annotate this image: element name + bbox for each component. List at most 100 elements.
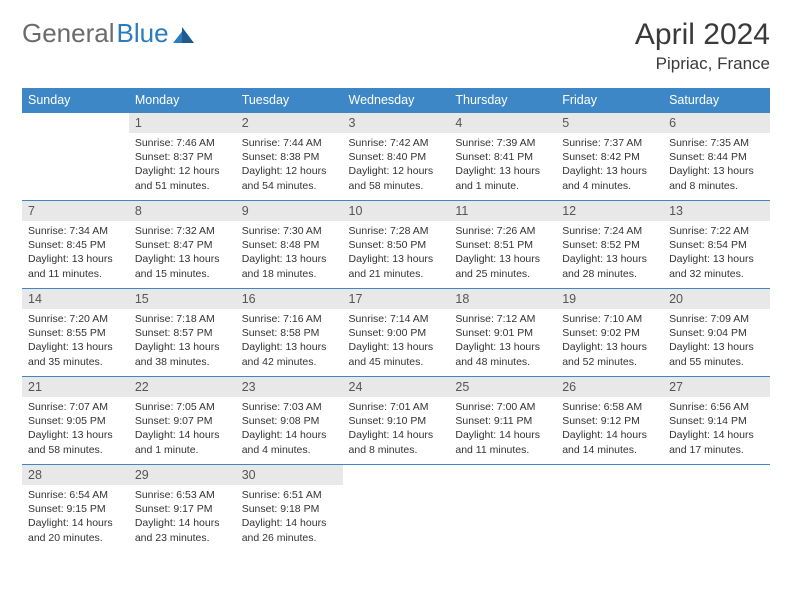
day-number: 15 — [129, 289, 236, 309]
day-number: 30 — [236, 465, 343, 485]
page-title: April 2024 — [635, 18, 770, 52]
logo-text-1: General — [22, 18, 115, 49]
day-details: Sunrise: 7:10 AMSunset: 9:02 PMDaylight:… — [556, 309, 663, 372]
day-number: 19 — [556, 289, 663, 309]
day-number: 11 — [449, 201, 556, 221]
calendar-cell: 8Sunrise: 7:32 AMSunset: 8:47 PMDaylight… — [129, 201, 236, 289]
calendar-cell: 7Sunrise: 7:34 AMSunset: 8:45 PMDaylight… — [22, 201, 129, 289]
calendar-cell: 18Sunrise: 7:12 AMSunset: 9:01 PMDayligh… — [449, 289, 556, 377]
calendar-cell: 3Sunrise: 7:42 AMSunset: 8:40 PMDaylight… — [343, 113, 450, 201]
day-number: 28 — [22, 465, 129, 485]
day-number: 14 — [22, 289, 129, 309]
day-details: Sunrise: 6:53 AMSunset: 9:17 PMDaylight:… — [129, 485, 236, 548]
day-details: Sunrise: 7:12 AMSunset: 9:01 PMDaylight:… — [449, 309, 556, 372]
day-details: Sunrise: 7:09 AMSunset: 9:04 PMDaylight:… — [663, 309, 770, 372]
day-details: Sunrise: 7:00 AMSunset: 9:11 PMDaylight:… — [449, 397, 556, 460]
weekday-header: Monday — [129, 88, 236, 113]
day-number: 24 — [343, 377, 450, 397]
day-number: 2 — [236, 113, 343, 133]
day-number: 6 — [663, 113, 770, 133]
day-number: 29 — [129, 465, 236, 485]
day-number: 5 — [556, 113, 663, 133]
day-details: Sunrise: 7:34 AMSunset: 8:45 PMDaylight:… — [22, 221, 129, 284]
day-number: 23 — [236, 377, 343, 397]
calendar-cell: 9Sunrise: 7:30 AMSunset: 8:48 PMDaylight… — [236, 201, 343, 289]
calendar-cell: 27Sunrise: 6:56 AMSunset: 9:14 PMDayligh… — [663, 377, 770, 465]
calendar-cell: . — [22, 113, 129, 201]
day-number: 16 — [236, 289, 343, 309]
day-details: Sunrise: 7:14 AMSunset: 9:00 PMDaylight:… — [343, 309, 450, 372]
calendar-cell: 6Sunrise: 7:35 AMSunset: 8:44 PMDaylight… — [663, 113, 770, 201]
day-number: 13 — [663, 201, 770, 221]
calendar-cell: . — [556, 465, 663, 553]
calendar-cell: . — [343, 465, 450, 553]
day-details: Sunrise: 6:56 AMSunset: 9:14 PMDaylight:… — [663, 397, 770, 460]
calendar-cell: 13Sunrise: 7:22 AMSunset: 8:54 PMDayligh… — [663, 201, 770, 289]
weekday-header: Tuesday — [236, 88, 343, 113]
calendar-table: SundayMondayTuesdayWednesdayThursdayFrid… — [22, 88, 770, 553]
calendar-cell: 30Sunrise: 6:51 AMSunset: 9:18 PMDayligh… — [236, 465, 343, 553]
calendar-cell: 4Sunrise: 7:39 AMSunset: 8:41 PMDaylight… — [449, 113, 556, 201]
day-details: Sunrise: 7:39 AMSunset: 8:41 PMDaylight:… — [449, 133, 556, 196]
day-number: 10 — [343, 201, 450, 221]
calendar-cell: 2Sunrise: 7:44 AMSunset: 8:38 PMDaylight… — [236, 113, 343, 201]
day-number: 22 — [129, 377, 236, 397]
calendar-cell: 5Sunrise: 7:37 AMSunset: 8:42 PMDaylight… — [556, 113, 663, 201]
day-details: Sunrise: 7:44 AMSunset: 8:38 PMDaylight:… — [236, 133, 343, 196]
calendar-cell: 14Sunrise: 7:20 AMSunset: 8:55 PMDayligh… — [22, 289, 129, 377]
location: Pipriac, France — [635, 54, 770, 74]
calendar-cell: 11Sunrise: 7:26 AMSunset: 8:51 PMDayligh… — [449, 201, 556, 289]
day-number: 4 — [449, 113, 556, 133]
day-details: Sunrise: 7:24 AMSunset: 8:52 PMDaylight:… — [556, 221, 663, 284]
day-number: 3 — [343, 113, 450, 133]
day-details: Sunrise: 6:54 AMSunset: 9:15 PMDaylight:… — [22, 485, 129, 548]
day-number: 21 — [22, 377, 129, 397]
day-number: 8 — [129, 201, 236, 221]
day-details: Sunrise: 7:22 AMSunset: 8:54 PMDaylight:… — [663, 221, 770, 284]
day-details: Sunrise: 6:51 AMSunset: 9:18 PMDaylight:… — [236, 485, 343, 548]
day-details: Sunrise: 7:03 AMSunset: 9:08 PMDaylight:… — [236, 397, 343, 460]
calendar-cell: 10Sunrise: 7:28 AMSunset: 8:50 PMDayligh… — [343, 201, 450, 289]
calendar-cell: 24Sunrise: 7:01 AMSunset: 9:10 PMDayligh… — [343, 377, 450, 465]
day-details: Sunrise: 6:58 AMSunset: 9:12 PMDaylight:… — [556, 397, 663, 460]
day-details: Sunrise: 7:07 AMSunset: 9:05 PMDaylight:… — [22, 397, 129, 460]
weekday-header: Saturday — [663, 88, 770, 113]
day-number: 20 — [663, 289, 770, 309]
calendar-cell: 28Sunrise: 6:54 AMSunset: 9:15 PMDayligh… — [22, 465, 129, 553]
day-number: 1 — [129, 113, 236, 133]
calendar-cell: 12Sunrise: 7:24 AMSunset: 8:52 PMDayligh… — [556, 201, 663, 289]
day-details: Sunrise: 7:37 AMSunset: 8:42 PMDaylight:… — [556, 133, 663, 196]
calendar-cell: 16Sunrise: 7:16 AMSunset: 8:58 PMDayligh… — [236, 289, 343, 377]
day-details: Sunrise: 7:42 AMSunset: 8:40 PMDaylight:… — [343, 133, 450, 196]
calendar-cell: 1Sunrise: 7:46 AMSunset: 8:37 PMDaylight… — [129, 113, 236, 201]
day-details: Sunrise: 7:18 AMSunset: 8:57 PMDaylight:… — [129, 309, 236, 372]
calendar-cell: 19Sunrise: 7:10 AMSunset: 9:02 PMDayligh… — [556, 289, 663, 377]
calendar-cell: 22Sunrise: 7:05 AMSunset: 9:07 PMDayligh… — [129, 377, 236, 465]
day-details: Sunrise: 7:28 AMSunset: 8:50 PMDaylight:… — [343, 221, 450, 284]
day-number: 27 — [663, 377, 770, 397]
day-number: 12 — [556, 201, 663, 221]
calendar-cell: 21Sunrise: 7:07 AMSunset: 9:05 PMDayligh… — [22, 377, 129, 465]
logo-text-2: Blue — [117, 18, 169, 49]
day-details: Sunrise: 7:35 AMSunset: 8:44 PMDaylight:… — [663, 133, 770, 196]
weekday-header: Friday — [556, 88, 663, 113]
day-details: Sunrise: 7:01 AMSunset: 9:10 PMDaylight:… — [343, 397, 450, 460]
calendar-cell: 23Sunrise: 7:03 AMSunset: 9:08 PMDayligh… — [236, 377, 343, 465]
day-details: Sunrise: 7:26 AMSunset: 8:51 PMDaylight:… — [449, 221, 556, 284]
logo: GeneralBlue — [22, 18, 195, 49]
day-number: 17 — [343, 289, 450, 309]
weekday-header: Sunday — [22, 88, 129, 113]
day-number: 7 — [22, 201, 129, 221]
day-details: Sunrise: 7:20 AMSunset: 8:55 PMDaylight:… — [22, 309, 129, 372]
day-number: 26 — [556, 377, 663, 397]
calendar-cell: 17Sunrise: 7:14 AMSunset: 9:00 PMDayligh… — [343, 289, 450, 377]
day-details: Sunrise: 7:32 AMSunset: 8:47 PMDaylight:… — [129, 221, 236, 284]
day-number: 25 — [449, 377, 556, 397]
calendar-cell: . — [663, 465, 770, 553]
day-number: 9 — [236, 201, 343, 221]
calendar-cell: 26Sunrise: 6:58 AMSunset: 9:12 PMDayligh… — [556, 377, 663, 465]
day-details: Sunrise: 7:30 AMSunset: 8:48 PMDaylight:… — [236, 221, 343, 284]
day-details: Sunrise: 7:46 AMSunset: 8:37 PMDaylight:… — [129, 133, 236, 196]
weekday-header: Wednesday — [343, 88, 450, 113]
weekday-header: Thursday — [449, 88, 556, 113]
